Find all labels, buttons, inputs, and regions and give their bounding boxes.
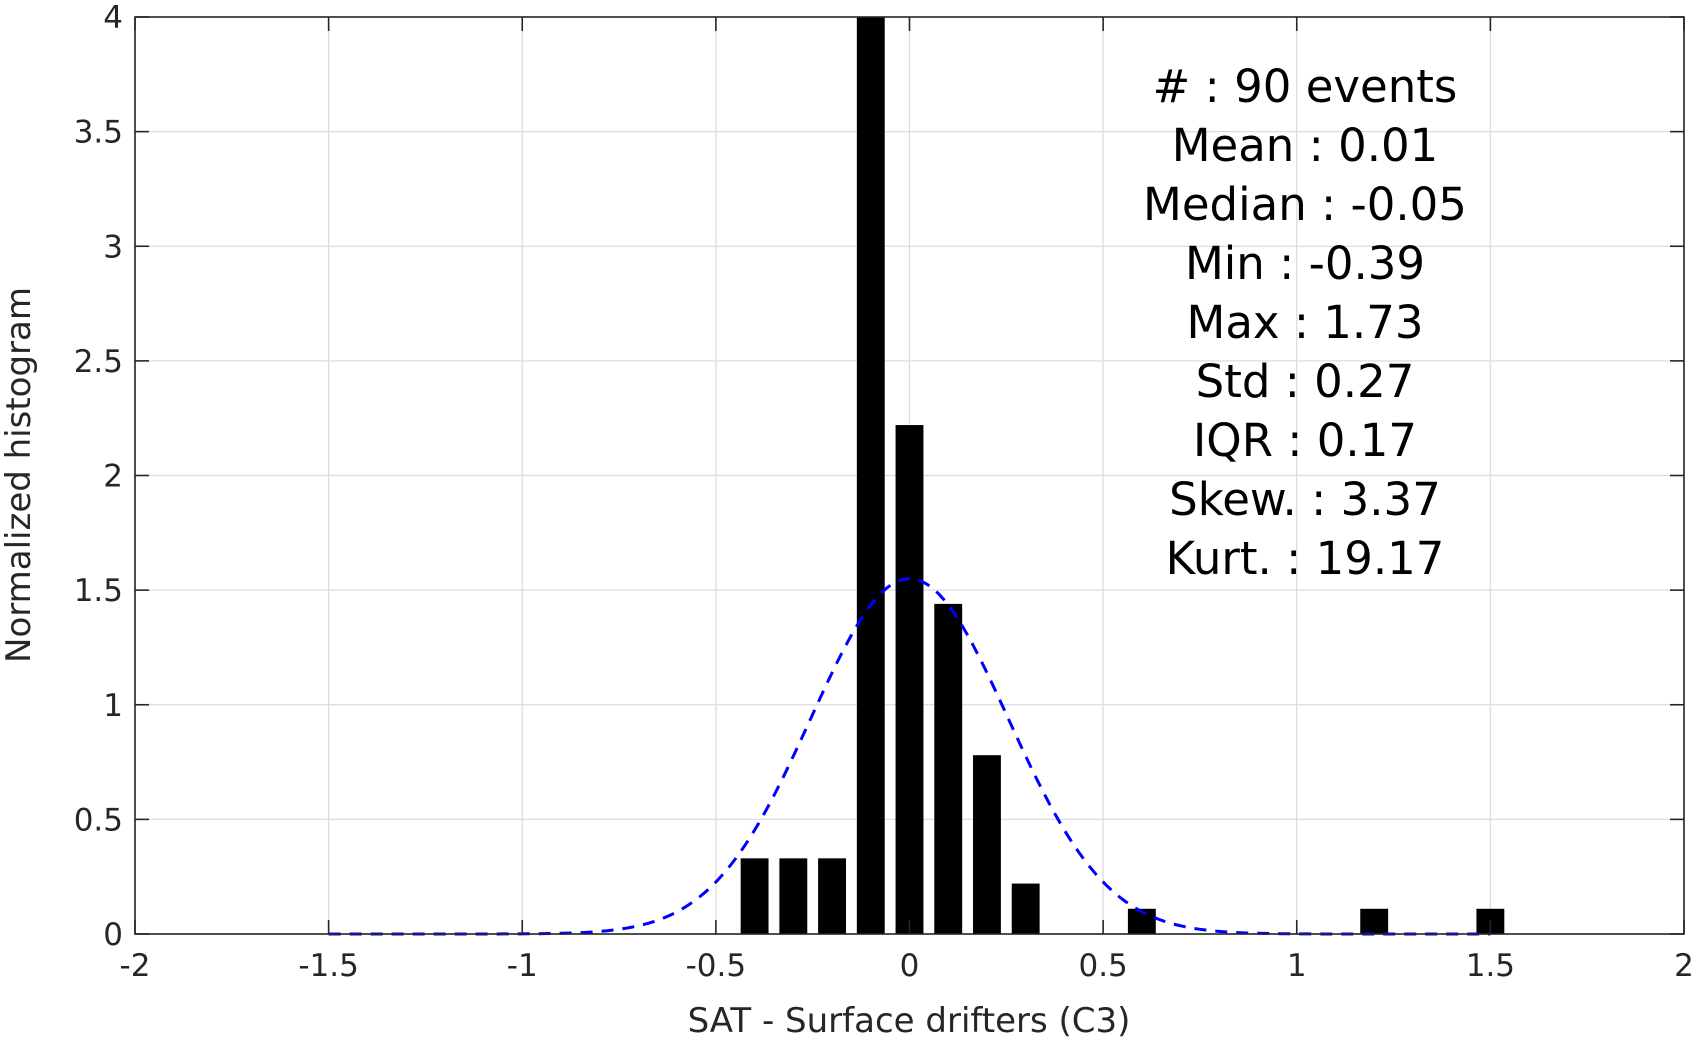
stat-line: IQR : 0.17 bbox=[1193, 414, 1417, 467]
x-tick-label: 1 bbox=[1287, 948, 1307, 984]
x-axis-ticks: -2 -1.5 -1 -0.5 0 0.5 1 1.5 2 bbox=[120, 17, 1694, 984]
y-tick-label: 3.5 bbox=[74, 115, 123, 151]
stat-line: Mean : 0.01 bbox=[1172, 119, 1439, 172]
x-tick-label: -0.5 bbox=[686, 948, 747, 984]
histogram-bar bbox=[895, 425, 924, 934]
histogram-bar bbox=[934, 603, 963, 934]
histogram-bar bbox=[740, 858, 769, 934]
stat-line: Kurt. : 19.17 bbox=[1166, 532, 1445, 585]
x-tick-label: -1.5 bbox=[298, 948, 359, 984]
histogram-bar bbox=[856, 17, 885, 934]
statistics-box: # : 90 events Mean : 0.01 Median : -0.05 Mi… bbox=[1143, 60, 1467, 585]
x-tick-label: 0.5 bbox=[1078, 948, 1127, 984]
x-axis-label: SAT - Surface drifters (C3) bbox=[688, 1001, 1131, 1041]
x-tick-label: 1.5 bbox=[1466, 948, 1515, 984]
y-axis-ticks: 0 0.5 1 1.5 2 2.5 3 3.5 4 bbox=[74, 0, 1684, 953]
y-tick-label: 0 bbox=[103, 917, 123, 953]
histogram-bar bbox=[779, 858, 808, 934]
stat-line: Skew. : 3.37 bbox=[1169, 473, 1441, 526]
x-tick-label: 0 bbox=[900, 948, 920, 984]
y-tick-label: 2 bbox=[103, 459, 123, 495]
histogram-bars bbox=[740, 17, 1505, 934]
x-tick-label: -2 bbox=[120, 948, 151, 984]
x-tick-label: 2 bbox=[1674, 948, 1694, 984]
y-tick-label: 1.5 bbox=[74, 573, 123, 609]
stat-line: Max : 1.73 bbox=[1187, 296, 1424, 349]
histogram-bar bbox=[1011, 883, 1040, 934]
y-tick-label: 2.5 bbox=[74, 344, 123, 380]
histogram-bar bbox=[1360, 908, 1389, 934]
y-tick-label: 0.5 bbox=[74, 802, 123, 838]
y-axis-label: Normalized histogram bbox=[0, 287, 39, 663]
stat-line: # : 90 events bbox=[1153, 60, 1458, 113]
histogram-bar bbox=[818, 858, 846, 934]
stat-line: Median : -0.05 bbox=[1143, 178, 1467, 231]
x-tick-label: -1 bbox=[507, 948, 538, 984]
stat-line: Std : 0.27 bbox=[1196, 355, 1415, 408]
y-tick-label: 4 bbox=[103, 0, 123, 36]
stat-line: Min : -0.39 bbox=[1185, 237, 1425, 290]
y-tick-label: 3 bbox=[103, 229, 123, 265]
y-tick-label: 1 bbox=[103, 688, 123, 724]
histogram-bar bbox=[973, 755, 1001, 934]
